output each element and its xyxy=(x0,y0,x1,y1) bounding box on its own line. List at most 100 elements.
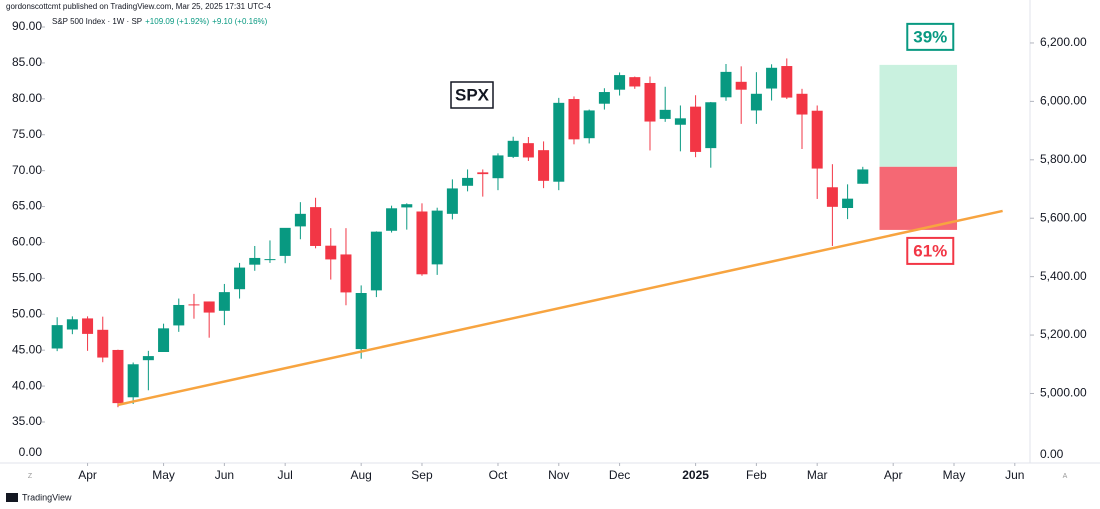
y-tick-label: 6,200.00 xyxy=(1040,35,1087,49)
candle-body xyxy=(568,99,580,140)
candle-body xyxy=(173,304,185,326)
y2-tick-label: 85.00 xyxy=(12,55,42,69)
candle-body xyxy=(158,328,170,353)
trendline xyxy=(117,209,1003,407)
candle-body xyxy=(735,81,747,90)
candle-body xyxy=(750,93,762,111)
candle-body xyxy=(203,301,215,313)
x-tick-label: Oct xyxy=(489,468,508,482)
candle-body xyxy=(355,292,367,350)
candle-body xyxy=(325,245,337,260)
candle-body xyxy=(462,177,474,186)
candle-body xyxy=(51,325,63,349)
candle-body xyxy=(310,207,322,246)
candle-body xyxy=(370,231,382,291)
candle-body xyxy=(386,208,398,231)
y2-tick-label: 90.00 xyxy=(12,19,42,33)
x-tick-label: Apr xyxy=(78,468,97,482)
left-axis-bottom: 0.00 xyxy=(19,445,43,459)
candle-body xyxy=(66,319,78,330)
candle-body xyxy=(857,169,869,184)
x-tick-label: Aug xyxy=(350,468,371,482)
y-tick-label: 5,800.00 xyxy=(1040,152,1087,166)
candle-body xyxy=(477,172,489,175)
candle-body xyxy=(538,150,550,181)
y2-tick-label: 35.00 xyxy=(12,414,42,428)
header: gordonscottcmt published on TradingView.… xyxy=(6,2,271,11)
candle-body xyxy=(705,102,717,149)
candle-body xyxy=(234,267,246,290)
candle-body xyxy=(142,356,154,361)
candle-body xyxy=(446,188,458,214)
logo xyxy=(6,493,18,502)
legend-change: +109.09 (+1.92%) xyxy=(145,17,209,26)
x-tick-label: Mar xyxy=(807,468,828,482)
target-label-box xyxy=(906,22,955,51)
candle-body xyxy=(644,82,656,122)
target-zone xyxy=(879,64,958,167)
x-tick-label: May xyxy=(152,468,175,482)
y2-tick-label: 50.00 xyxy=(12,306,42,320)
x-tick-label: Jun xyxy=(215,468,234,482)
y2-tick-label: 45.00 xyxy=(12,342,42,356)
candle-body xyxy=(659,109,671,119)
corner-a: A xyxy=(1063,473,1068,480)
right-axis-bottom: 0.00 xyxy=(1040,447,1064,461)
y2-tick-label: 60.00 xyxy=(12,235,42,249)
y-tick-label: 5,000.00 xyxy=(1040,386,1087,400)
symbol-label: SPX xyxy=(455,85,490,104)
y2-tick-label: 55.00 xyxy=(12,271,42,285)
candle-body xyxy=(826,187,838,207)
y2-tick-label: 65.00 xyxy=(12,199,42,213)
x-tick-label: Dec xyxy=(609,468,630,482)
x-tick-label: Jul xyxy=(277,468,292,482)
corner-z: Z xyxy=(28,473,33,480)
candle-body xyxy=(249,257,261,265)
candle-body xyxy=(82,318,94,334)
candle-body xyxy=(340,254,352,293)
candle-body xyxy=(522,143,534,158)
candle-body xyxy=(690,106,702,152)
stop-zone xyxy=(879,166,958,230)
candle-body xyxy=(431,210,443,265)
candle-body xyxy=(294,213,306,227)
candle-body xyxy=(112,349,124,404)
candle-body xyxy=(796,93,808,115)
x-tick-label: Sep xyxy=(411,468,433,482)
footer: TradingView xyxy=(22,492,72,502)
candle-body xyxy=(842,198,854,208)
x-tick-label: Feb xyxy=(746,468,767,482)
target-label: 39% xyxy=(913,27,947,46)
x-tick-label: Apr xyxy=(884,468,903,482)
candle-body xyxy=(188,304,200,306)
y-tick-label: 6,000.00 xyxy=(1040,94,1087,108)
x-tick-label: May xyxy=(943,468,966,482)
candle-body xyxy=(492,155,504,179)
y-tick-label: 5,400.00 xyxy=(1040,269,1087,283)
x-tick-label: Jun xyxy=(1005,468,1024,482)
candle-body xyxy=(553,102,565,182)
candle-body xyxy=(614,75,626,90)
candle-body xyxy=(720,71,732,98)
candle-body xyxy=(264,259,276,261)
candle-body xyxy=(97,329,109,358)
candle-body xyxy=(401,204,413,208)
candle-body xyxy=(766,67,778,89)
x-tick-label: Nov xyxy=(548,468,569,482)
y2-tick-label: 80.00 xyxy=(12,91,42,105)
candle-body xyxy=(127,364,139,398)
legend-change: +9.10 (+0.16%) xyxy=(212,17,267,26)
candle-body xyxy=(416,211,428,275)
legend: S&P 500 Index · 1W · SP +109.09 (+1.92%) +… xyxy=(52,17,268,26)
x-tick-label: 2025 xyxy=(682,468,709,482)
symbol-box xyxy=(450,81,494,109)
y-tick-label: 5,600.00 xyxy=(1040,210,1087,224)
candle-body xyxy=(507,140,519,157)
y2-tick-label: 70.00 xyxy=(12,163,42,177)
candle-body xyxy=(674,118,686,125)
stop-label-box xyxy=(906,236,955,265)
y2-tick-label: 75.00 xyxy=(12,127,42,141)
candle-body xyxy=(781,66,793,98)
